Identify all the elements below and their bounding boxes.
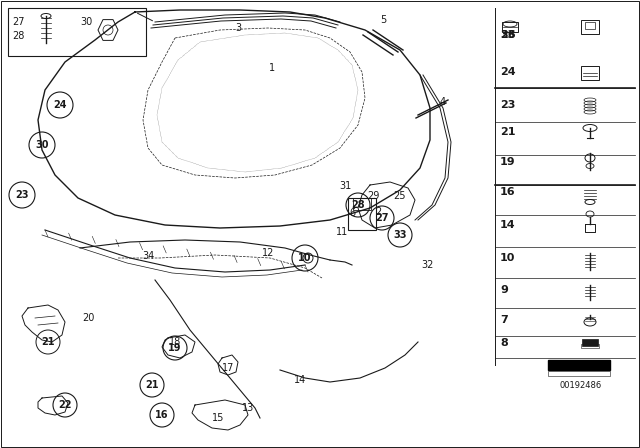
Text: 14: 14 — [294, 375, 306, 385]
Text: 8: 8 — [500, 338, 508, 348]
Text: 22: 22 — [58, 400, 72, 410]
Text: 33: 33 — [393, 230, 407, 240]
Text: 1: 1 — [269, 63, 275, 73]
Text: 18: 18 — [169, 337, 181, 347]
Text: 30: 30 — [35, 140, 49, 150]
Text: 6: 6 — [349, 208, 355, 218]
Text: 29: 29 — [367, 191, 379, 201]
Text: 30: 30 — [80, 17, 92, 27]
Text: 34: 34 — [142, 251, 154, 261]
Text: 14: 14 — [500, 220, 516, 230]
Text: 32: 32 — [422, 260, 434, 270]
Text: 33: 33 — [500, 30, 515, 40]
Text: 26: 26 — [500, 30, 516, 40]
Text: 3: 3 — [235, 23, 241, 33]
Text: 4: 4 — [440, 97, 446, 107]
Text: 16: 16 — [500, 187, 516, 197]
Text: 21: 21 — [500, 127, 515, 137]
Text: 24: 24 — [53, 100, 67, 110]
FancyBboxPatch shape — [582, 339, 598, 346]
Text: 28: 28 — [351, 200, 365, 210]
Text: 17: 17 — [222, 363, 234, 373]
Text: 00192486: 00192486 — [560, 380, 602, 389]
FancyBboxPatch shape — [548, 360, 610, 370]
Text: 2: 2 — [375, 207, 381, 217]
Text: 5: 5 — [380, 15, 386, 25]
Text: 27: 27 — [12, 17, 24, 27]
Text: 15: 15 — [212, 413, 224, 423]
Text: 23: 23 — [500, 100, 515, 110]
Text: 7: 7 — [500, 315, 508, 325]
Text: 10: 10 — [298, 253, 312, 263]
Text: 19: 19 — [168, 343, 182, 353]
Text: 10: 10 — [500, 253, 515, 263]
Text: 20: 20 — [82, 313, 94, 323]
Text: 16: 16 — [156, 410, 169, 420]
Text: 19: 19 — [500, 157, 516, 167]
Text: 12: 12 — [262, 248, 274, 258]
Text: 31: 31 — [339, 181, 351, 191]
Text: 9: 9 — [500, 285, 508, 295]
Text: 24: 24 — [500, 67, 516, 77]
Text: 21: 21 — [145, 380, 159, 390]
Text: 28: 28 — [12, 31, 24, 41]
Text: 27: 27 — [375, 213, 388, 223]
Text: 11: 11 — [336, 227, 348, 237]
Text: 23: 23 — [15, 190, 29, 200]
Text: 13: 13 — [242, 403, 254, 413]
Text: 21: 21 — [41, 337, 55, 347]
Text: 25: 25 — [394, 191, 406, 201]
